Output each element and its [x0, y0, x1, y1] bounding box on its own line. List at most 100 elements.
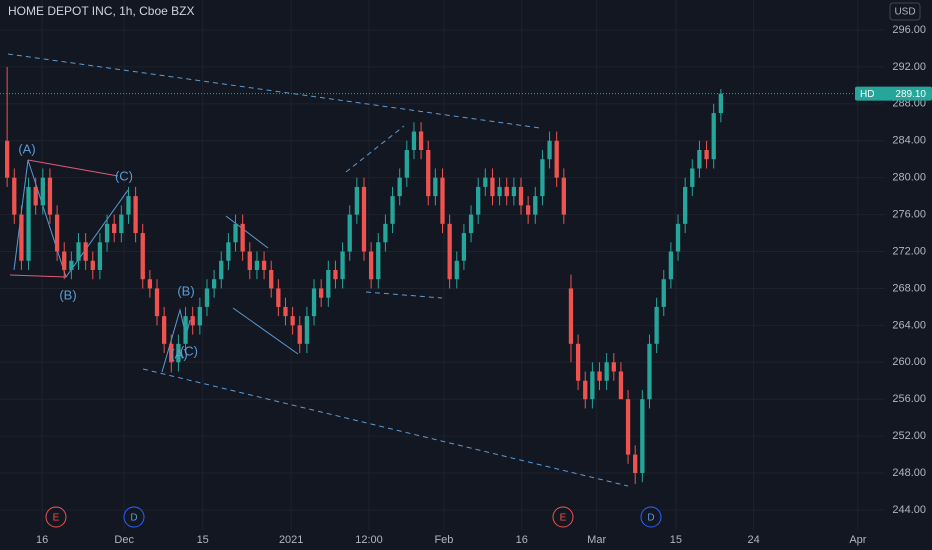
y-tick-label: 252.00 — [892, 430, 926, 442]
candle-body — [133, 196, 138, 234]
candle-body — [718, 93, 723, 114]
currency: USD — [894, 7, 915, 18]
wave-label: (C) — [180, 343, 198, 358]
candle-body — [112, 223, 117, 234]
candle-body — [383, 223, 388, 243]
candle-body — [233, 223, 238, 243]
candle-body — [254, 260, 260, 270]
wave-line — [9, 274, 67, 278]
candle-body — [190, 316, 195, 326]
candle-body — [518, 186, 524, 206]
event-marker[interactable] — [45, 506, 67, 528]
y-tick-label: 272.00 — [892, 245, 926, 257]
candle-body — [511, 186, 517, 197]
candle-body — [376, 242, 381, 280]
candle-body — [683, 186, 688, 224]
events: E D E D — [45, 506, 662, 528]
candle-body — [704, 149, 709, 160]
candle-body — [97, 242, 103, 270]
candle-body — [390, 196, 395, 224]
candle-body — [661, 279, 666, 307]
y-tick-label: 244.00 — [892, 504, 926, 516]
candle-body — [269, 269, 274, 289]
candle-body — [575, 343, 581, 381]
candle-body — [169, 343, 174, 363]
candle-body — [418, 131, 424, 150]
candle-body — [219, 260, 224, 280]
y-tick-label: 284.00 — [892, 135, 926, 147]
candle-body — [76, 242, 81, 261]
x-tick-label: Dec — [114, 534, 134, 546]
candle-body — [597, 371, 602, 381]
y-tick-label: 288.00 — [892, 98, 926, 110]
wave-label: (A) — [170, 346, 187, 361]
channel — [225, 215, 269, 249]
candle-body — [154, 288, 160, 317]
x-tick-label: 12:00 — [355, 534, 383, 546]
candle-body — [290, 316, 295, 326]
currency-box — [889, 2, 921, 21]
candle-body — [433, 177, 438, 197]
candle-body — [26, 186, 31, 261]
candle-body — [47, 177, 53, 215]
candle-body — [297, 325, 302, 344]
candle-body — [211, 279, 217, 289]
candle-body — [590, 371, 595, 400]
candle-body — [247, 251, 252, 270]
candle-body — [162, 316, 167, 344]
event-marker[interactable] — [123, 506, 145, 528]
trendline — [7, 53, 541, 129]
channel — [365, 291, 443, 299]
x-tick-label: 2021 — [279, 534, 303, 546]
candle-body — [397, 177, 402, 197]
candle-body — [554, 140, 559, 178]
candle-body — [404, 149, 409, 178]
candle-body — [547, 140, 552, 160]
candle-body — [354, 186, 359, 215]
candle-body — [19, 214, 24, 261]
candle-body — [611, 362, 616, 372]
last-price-tag — [855, 86, 932, 101]
candle-body — [654, 306, 659, 344]
y-tick-label: 276.00 — [892, 209, 926, 221]
candle-body — [497, 186, 502, 197]
candle-body — [340, 251, 345, 280]
x-tick-label: Apr — [849, 534, 866, 546]
candle-body — [347, 214, 352, 252]
candle-body — [361, 186, 367, 252]
event-marker[interactable] — [552, 506, 574, 528]
x-tick-label: 16 — [36, 534, 48, 546]
candles — [4, 66, 723, 485]
y-tick-label: 260.00 — [892, 356, 926, 368]
candle-body — [468, 214, 474, 234]
candle-body — [326, 269, 331, 298]
channel — [232, 307, 299, 355]
trendline — [142, 368, 629, 487]
candle-body — [711, 113, 716, 160]
event-marker[interactable] — [640, 506, 662, 528]
wave-label: (B) — [177, 283, 194, 298]
wave-label: (C) — [115, 168, 133, 183]
event-label: D — [647, 513, 654, 524]
candle-body — [504, 186, 509, 197]
candle-body — [104, 223, 110, 243]
candle-body — [640, 399, 645, 474]
candle-body — [483, 177, 488, 187]
y-tick-label: 268.00 — [892, 282, 926, 294]
candle-body — [304, 316, 310, 344]
candle-body — [668, 251, 674, 280]
candle-body — [690, 168, 695, 187]
candle-body — [440, 177, 445, 224]
last-price-name: HD — [860, 89, 874, 100]
wave-line — [27, 159, 119, 177]
candle-body — [276, 288, 281, 307]
y-tick-label: 248.00 — [892, 467, 926, 479]
candle-body — [647, 343, 652, 400]
event-label: E — [560, 513, 567, 524]
candle-body — [675, 223, 681, 252]
candle-body — [311, 288, 317, 317]
candle-body — [4, 140, 10, 178]
candle-body — [568, 288, 574, 344]
axes: 244.00 248.00 252.00 256.00 260.00 264.00 268.… — [36, 24, 926, 546]
